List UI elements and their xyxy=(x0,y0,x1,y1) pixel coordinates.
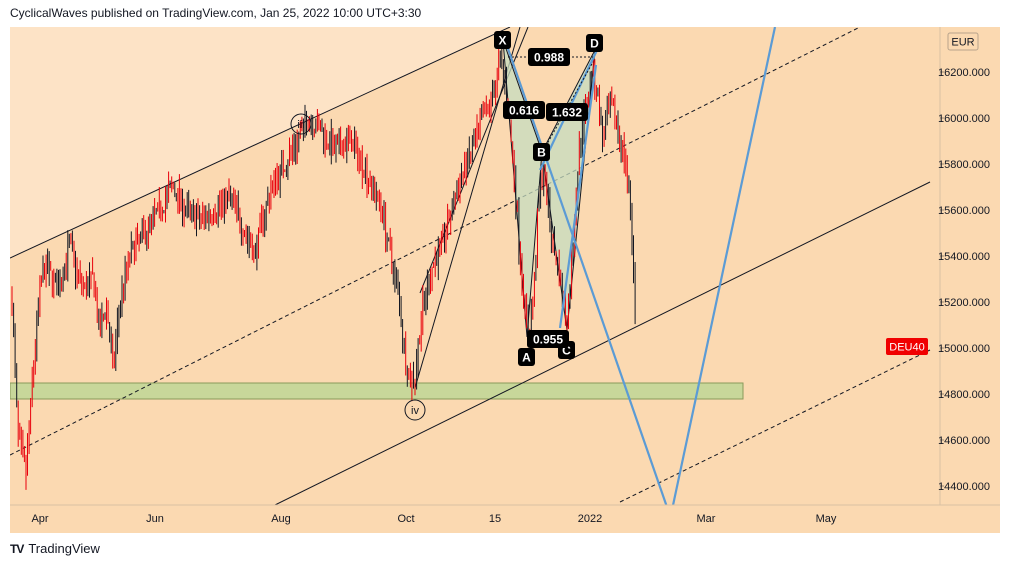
svg-text:0.988: 0.988 xyxy=(534,51,564,65)
y-tick-label: 15400.000 xyxy=(938,251,990,263)
x-tick-label: 2022 xyxy=(578,513,602,525)
pattern-point-b: B xyxy=(533,143,550,161)
price-axis[interactable]: 16200.000 16000.000 15800.000 15600.000 1540… xyxy=(938,67,990,493)
svg-text:iv: iv xyxy=(411,405,419,417)
svg-text:EUR: EUR xyxy=(951,37,974,49)
wave-label-iv: iv xyxy=(404,399,426,421)
svg-text:1.632: 1.632 xyxy=(552,106,582,120)
projection-line-4 xyxy=(671,27,777,505)
channel-mid-line xyxy=(10,27,861,456)
svg-text:C: C xyxy=(562,344,571,358)
channel-upper-line xyxy=(10,27,511,259)
support-zone xyxy=(10,382,744,400)
svg-text:DEU40: DEU40 xyxy=(889,342,924,354)
footer-brand: TradingView xyxy=(28,541,100,556)
pattern-point-x: X xyxy=(494,31,511,49)
ratio-labels: 0.988 0.616 1.632 0.955 xyxy=(503,48,588,348)
y-tick-label: 15200.000 xyxy=(938,297,990,309)
channel-lower-line xyxy=(274,181,931,505)
svg-text:0.616: 0.616 xyxy=(509,104,539,118)
pattern-point-a: A xyxy=(518,348,535,366)
ratio-label-1632: 1.632 xyxy=(546,103,588,121)
wave-label-iii: iii xyxy=(290,113,312,135)
y-tick-label: 15800.000 xyxy=(938,159,990,171)
svg-text:X: X xyxy=(498,34,506,48)
steep-channel-left xyxy=(414,27,521,389)
ratio-label-0988: 0.988 xyxy=(528,48,570,66)
y-tick-label: 16200.000 xyxy=(938,67,990,79)
x-tick-label: May xyxy=(816,513,837,525)
svg-text:iii: iii xyxy=(297,119,304,131)
x-tick-label: Mar xyxy=(697,513,716,525)
publish-info: CyclicalWaves published on TradingView.c… xyxy=(10,6,422,20)
pattern-point-d: D xyxy=(586,34,603,52)
x-tick-label: Apr xyxy=(31,513,48,525)
x-tick-label: 15 xyxy=(489,513,501,525)
y-tick-label: 14400.000 xyxy=(938,481,990,493)
projection-line-3 xyxy=(558,64,598,329)
ratio-label-0616: 0.616 xyxy=(503,101,545,119)
time-axis[interactable]: Apr Jun Aug Oct 15 2022 Mar May xyxy=(31,513,836,525)
svg-text:D: D xyxy=(590,37,599,51)
x-tick-label: Oct xyxy=(397,513,414,525)
y-tick-label: 15000.000 xyxy=(938,343,990,355)
svg-text:0.955: 0.955 xyxy=(533,333,563,347)
y-tick-label: 16000.000 xyxy=(938,113,990,125)
currency-label: EUR xyxy=(947,32,979,51)
last-price-tag: DEU40 xyxy=(886,338,928,355)
y-tick-label: 15600.000 xyxy=(938,205,990,217)
svg-text:B: B xyxy=(537,146,546,160)
candles xyxy=(11,47,636,490)
x-tick-label: Aug xyxy=(271,513,291,525)
svg-text:A: A xyxy=(522,351,531,365)
tradingview-logo-icon[interactable]: TV xyxy=(10,541,24,556)
channel-lower-dashed xyxy=(619,349,931,503)
ratio-label-0955: 0.955 xyxy=(527,330,569,348)
footer: TV TradingView xyxy=(10,541,100,556)
x-tick-label: Jun xyxy=(146,513,164,525)
y-tick-label: 14800.000 xyxy=(938,389,990,401)
y-tick-label: 14600.000 xyxy=(938,435,990,447)
